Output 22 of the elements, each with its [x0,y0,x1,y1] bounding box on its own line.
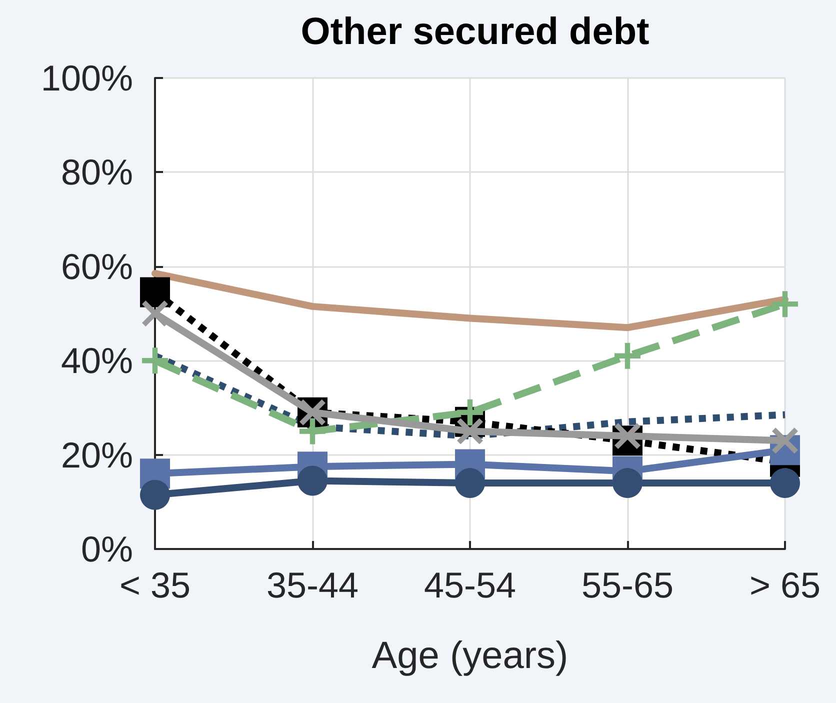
point [770,468,800,498]
point [614,342,640,369]
x-axis-title: Age (years) [372,635,568,677]
point [772,291,798,318]
y-tick-label: 40% [60,340,133,382]
x-tick-label: > 65 [749,564,821,606]
x-tick-label: 45-54 [424,564,516,606]
point [140,277,170,308]
y-tick-label: 80% [60,152,133,193]
y-tick-label: 100% [40,58,133,98]
point [142,348,168,374]
x-tick-label: 55-65 [581,564,674,606]
chart-title: Other secured debt [300,11,650,53]
y-tick-label: 20% [60,434,133,476]
point [300,418,326,444]
y-tick-label: 60% [60,246,133,287]
point [142,300,168,326]
point [140,480,170,510]
point [455,468,485,498]
point [298,466,328,496]
x-tick-label: 35-44 [266,564,359,606]
point [612,468,642,498]
